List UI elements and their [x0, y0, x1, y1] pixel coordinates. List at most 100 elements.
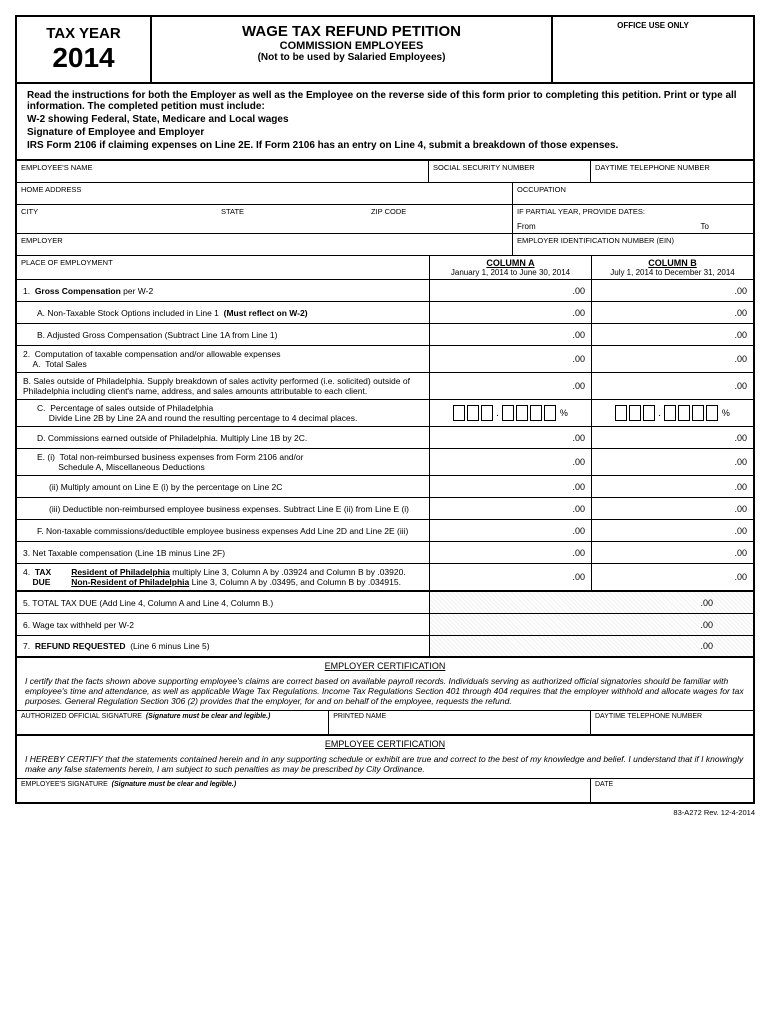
- col-b-title: COLUMN B: [594, 258, 751, 268]
- field-partial-year[interactable]: IF PARTIAL YEAR, PROVIDE DATES: From To: [513, 205, 753, 233]
- field-ein[interactable]: EMPLOYER IDENTIFICATION NUMBER (EIN): [513, 234, 753, 255]
- line-1-label: 1. Gross Compensation per W-2: [17, 280, 429, 301]
- line-2d: D. Commissions earned outside of Philade…: [17, 427, 753, 449]
- line-2e-iii-a[interactable]: .00: [429, 498, 591, 519]
- field-place[interactable]: PLACE OF EMPLOYMENT: [17, 256, 429, 279]
- line-2c-pct-a[interactable]: . %: [429, 400, 591, 426]
- line-2d-b[interactable]: .00: [591, 427, 753, 448]
- office-use-box: OFFICE USE ONLY: [553, 17, 753, 82]
- line-1b-b[interactable]: .00: [591, 324, 753, 345]
- field-employee-name[interactable]: EMPLOYEE'S NAME: [17, 161, 429, 182]
- line-5: 5. TOTAL TAX DUE (Add Line 4, Column A a…: [17, 592, 753, 614]
- field-zip[interactable]: ZIP CODE: [367, 205, 513, 233]
- line-2a-a[interactable]: .00: [429, 346, 591, 372]
- line-2a: 2. Computation of taxable compensation a…: [17, 346, 753, 373]
- line-2f-a[interactable]: .00: [429, 520, 591, 541]
- line-2e-i-b[interactable]: .00: [591, 449, 753, 475]
- line-2a-label: 2. Computation of taxable compensation a…: [17, 346, 429, 372]
- line-5-label: 5. TOTAL TAX DUE (Add Line 4, Column A a…: [17, 592, 429, 613]
- instr-p1: Read the instructions for both the Emplo…: [27, 90, 743, 112]
- row-employer: EMPLOYER EMPLOYER IDENTIFICATION NUMBER …: [17, 234, 753, 256]
- line-2e-iii: (iii) Deductible non-reimbursed employee…: [17, 498, 753, 520]
- line-1: 1. Gross Compensation per W-2 .00 .00: [17, 280, 753, 302]
- instructions-block: Read the instructions for both the Emplo…: [17, 84, 753, 161]
- row-city: CITY STATE ZIP CODE IF PARTIAL YEAR, PRO…: [17, 205, 753, 234]
- col-a-sub: January 1, 2014 to June 30, 2014: [432, 268, 589, 277]
- line-1-a[interactable]: .00: [429, 280, 591, 301]
- line-2f-b[interactable]: .00: [591, 520, 753, 541]
- line-1-b[interactable]: .00: [591, 280, 753, 301]
- employee-sig-field[interactable]: EMPLOYEE'S SIGNATURE (Signature must be …: [17, 779, 591, 802]
- line-3-label: 3. Net Taxable compensation (Line 1B min…: [17, 542, 429, 563]
- line-2e-ii-label: (ii) Multiply amount on Line E (i) by th…: [17, 476, 429, 497]
- form-note: (Not to be used by Salaried Employees): [156, 52, 547, 63]
- field-ssn[interactable]: SOCIAL SECURITY NUMBER: [429, 161, 591, 182]
- date-field[interactable]: DATE: [591, 779, 753, 802]
- line-7-val[interactable]: .00: [429, 636, 753, 656]
- tax-year-value: 2014: [21, 42, 146, 74]
- field-city[interactable]: CITY: [17, 205, 217, 233]
- line-2f: F. Non-taxable commissions/deductible em…: [17, 520, 753, 542]
- line-1b-label: B. Adjusted Gross Compensation (Subtract…: [17, 324, 429, 345]
- line-6-val[interactable]: .00: [429, 614, 753, 635]
- line-1a-label: A. Non-Taxable Stock Options included in…: [17, 302, 429, 323]
- line-5-val[interactable]: .00: [429, 592, 753, 613]
- line-3: 3. Net Taxable compensation (Line 1B min…: [17, 542, 753, 564]
- form-subtitle: COMMISSION EMPLOYEES: [156, 40, 547, 52]
- line-2e-ii: (ii) Multiply amount on Line E (i) by th…: [17, 476, 753, 498]
- line-7-label: 7. REFUND REQUESTED (Line 6 minus Line 5…: [17, 636, 429, 656]
- line-4-b[interactable]: .00: [591, 564, 753, 590]
- instr-p3: Signature of Employee and Employer: [27, 127, 743, 138]
- field-state[interactable]: STATE: [217, 205, 367, 233]
- line-7: 7. REFUND REQUESTED (Line 6 minus Line 5…: [17, 636, 753, 658]
- line-3-b[interactable]: .00: [591, 542, 753, 563]
- col-b-sub: July 1, 2014 to December 31, 2014: [594, 268, 751, 277]
- line-2e-i-a[interactable]: .00: [429, 449, 591, 475]
- employer-phone-field[interactable]: DAYTIME TELEPHONE NUMBER: [591, 711, 753, 734]
- printed-name-field[interactable]: PRINTED NAME: [329, 711, 591, 734]
- title-box: WAGE TAX REFUND PETITION COMMISSION EMPL…: [152, 17, 553, 82]
- line-2e-iii-label: (iii) Deductible non-reimbursed employee…: [17, 498, 429, 519]
- line-1a-a[interactable]: .00: [429, 302, 591, 323]
- employee-cert-title: EMPLOYEE CERTIFICATION: [17, 736, 753, 752]
- form-title: WAGE TAX REFUND PETITION: [156, 23, 547, 40]
- line-2c-pct-b[interactable]: . %: [591, 400, 753, 426]
- line-2b-label: B. Sales outside of Philadelphia. Supply…: [17, 373, 429, 399]
- line-2c-label: C. Percentage of sales outside of Philad…: [17, 400, 429, 426]
- employer-cert-text: I certify that the facts shown above sup…: [17, 674, 753, 710]
- line-1a-b[interactable]: .00: [591, 302, 753, 323]
- employee-cert-text: I HEREBY CERTIFY that the statements con…: [17, 752, 753, 778]
- row-employee: EMPLOYEE'S NAME SOCIAL SECURITY NUMBER D…: [17, 161, 753, 183]
- employer-cert-title: EMPLOYER CERTIFICATION: [17, 658, 753, 674]
- line-2e-iii-b[interactable]: .00: [591, 498, 753, 519]
- instr-p2: W-2 showing Federal, State, Medicare and…: [27, 114, 743, 125]
- from-label: From: [517, 222, 536, 231]
- to-label: To: [701, 222, 709, 231]
- line-2b-a[interactable]: .00: [429, 373, 591, 399]
- form-container: TAX YEAR 2014 WAGE TAX REFUND PETITION C…: [15, 15, 755, 804]
- line-3-a[interactable]: .00: [429, 542, 591, 563]
- line-2e-ii-b[interactable]: .00: [591, 476, 753, 497]
- line-2f-label: F. Non-taxable commissions/deductible em…: [17, 520, 429, 541]
- line-4: 4. TAX DUE Resident of Philadelphia mult…: [17, 564, 753, 592]
- tax-year-label: TAX YEAR: [21, 25, 146, 42]
- line-2e-ii-a[interactable]: .00: [429, 476, 591, 497]
- field-employer[interactable]: EMPLOYER: [17, 234, 513, 255]
- tax-year-box: TAX YEAR 2014: [17, 17, 152, 82]
- line-1b-a[interactable]: .00: [429, 324, 591, 345]
- row-address: HOME ADDRESS OCCUPATION: [17, 183, 753, 205]
- line-2a-b[interactable]: .00: [591, 346, 753, 372]
- line-2d-a[interactable]: .00: [429, 427, 591, 448]
- line-4-a[interactable]: .00: [429, 564, 591, 590]
- line-1a: A. Non-Taxable Stock Options included in…: [17, 302, 753, 324]
- line-2b: B. Sales outside of Philadelphia. Supply…: [17, 373, 753, 400]
- form-footer: 83-A272 Rev. 12-4-2014: [15, 804, 755, 817]
- line-2e-i: E. (i) Total non-reimbursed business exp…: [17, 449, 753, 476]
- field-phone[interactable]: DAYTIME TELEPHONE NUMBER: [591, 161, 753, 182]
- auth-sig-field[interactable]: AUTHORIZED OFFICIAL SIGNATURE (Signature…: [17, 711, 329, 734]
- field-home-address[interactable]: HOME ADDRESS: [17, 183, 513, 204]
- line-1b: B. Adjusted Gross Compensation (Subtract…: [17, 324, 753, 346]
- line-2b-b[interactable]: .00: [591, 373, 753, 399]
- field-occupation[interactable]: OCCUPATION: [513, 183, 753, 204]
- column-header-row: PLACE OF EMPLOYMENT COLUMN A January 1, …: [17, 256, 753, 280]
